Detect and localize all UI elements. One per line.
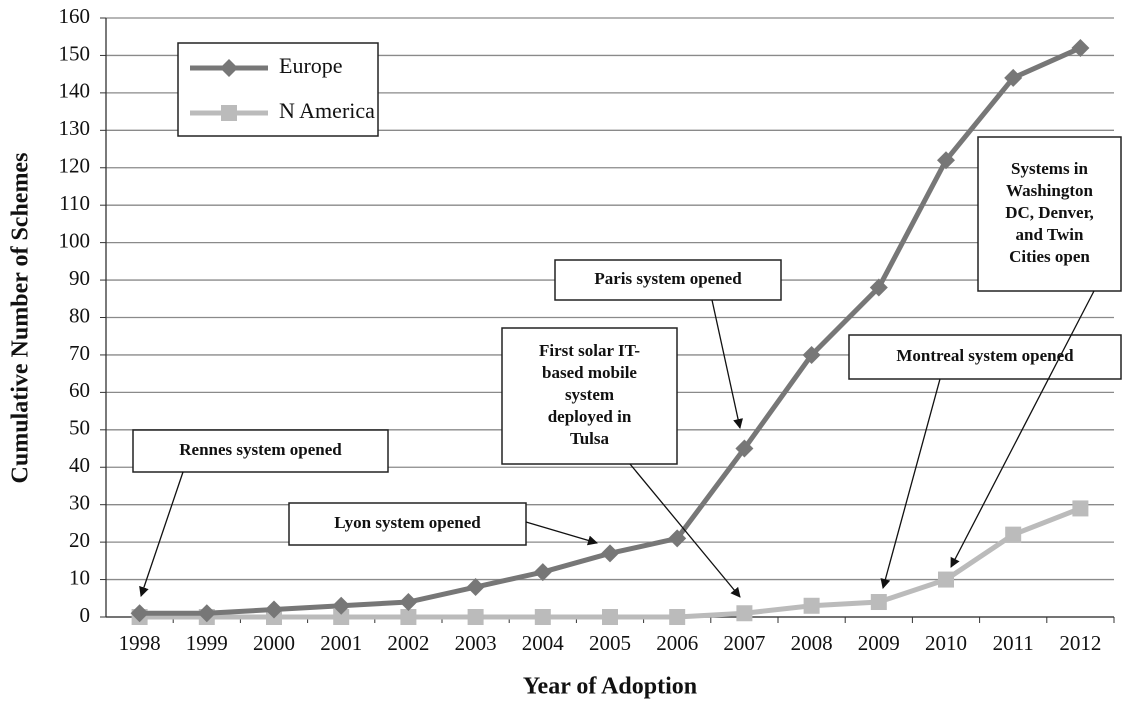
point	[602, 609, 618, 625]
point	[332, 596, 351, 615]
annotation-arrow	[629, 463, 741, 598]
annotation-arrow	[950, 290, 1095, 568]
y-tick-label: 140	[59, 79, 91, 103]
annotation-text: Rennes system opened	[179, 440, 342, 459]
y-tick-label: 70	[69, 341, 90, 365]
x-tick-label: 2012	[1059, 631, 1101, 655]
annotation-text: and Twin	[1016, 225, 1084, 244]
point	[1005, 526, 1022, 543]
y-tick-label: 80	[69, 303, 90, 327]
legend-marker	[220, 59, 238, 77]
x-tick-label: 1999	[186, 631, 228, 655]
legend-label: N America	[279, 98, 375, 123]
x-tick-label: 2001	[320, 631, 362, 655]
x-tick-label: 2010	[925, 631, 967, 655]
x-tick-label: 2005	[589, 631, 631, 655]
x-tick-label: 2006	[656, 631, 698, 655]
annotation-text: DC, Denver,	[1005, 203, 1094, 222]
legend-box	[177, 42, 379, 137]
annotation-text: Montreal system opened	[896, 346, 1074, 365]
point	[1072, 500, 1089, 517]
point	[130, 604, 149, 623]
annotation-text: based mobile	[542, 363, 637, 382]
x-tick-label: 2009	[858, 631, 900, 655]
annotation-box	[848, 334, 1122, 380]
annotation-box	[977, 136, 1122, 292]
y-axis-label: Cumulative Number of Schemes	[8, 153, 34, 484]
x-tick-label: 2004	[522, 631, 565, 655]
x-axis-label: Year of Adoption	[523, 674, 697, 700]
point	[870, 594, 887, 611]
y-tick-label: 160	[59, 4, 91, 28]
x-tick-label: 1998	[119, 631, 161, 655]
annotation-text: Paris system opened	[594, 269, 742, 288]
point	[265, 600, 283, 619]
legend-label: Europe	[279, 53, 343, 78]
x-tick-label: 2000	[253, 631, 295, 655]
point	[937, 151, 955, 170]
annotation-text: Systems in	[1011, 159, 1089, 178]
annotation-arrow	[711, 299, 743, 429]
point	[533, 563, 552, 582]
x-tick-label: 2011	[993, 631, 1034, 655]
y-tick-label: 40	[69, 453, 90, 477]
y-tick-label: 110	[59, 191, 90, 215]
x-tick-label: 2002	[387, 631, 429, 655]
x-tick-label: 2007	[723, 631, 765, 655]
y-tick-label: 10	[69, 565, 90, 589]
y-tick-label: 120	[59, 154, 91, 178]
annotation-box	[288, 502, 527, 546]
annotation-box	[132, 429, 389, 473]
y-tick-label: 20	[69, 528, 90, 552]
y-tick-label: 60	[69, 378, 90, 402]
y-tick-label: 90	[69, 266, 90, 290]
point	[399, 593, 418, 612]
point	[400, 609, 417, 625]
annotation-arrow	[880, 378, 941, 589]
point	[601, 544, 619, 563]
point	[534, 609, 551, 625]
point	[735, 439, 754, 458]
point	[668, 529, 687, 548]
annotation-text: system	[565, 385, 614, 404]
legend-marker	[221, 105, 237, 121]
point	[869, 278, 888, 297]
point	[333, 609, 350, 625]
point	[938, 571, 954, 588]
y-tick-label: 50	[69, 416, 90, 440]
x-tick-label: 2003	[455, 631, 497, 655]
y-tick-label: 30	[69, 491, 90, 515]
point	[736, 605, 753, 622]
annotation-arrow	[525, 521, 598, 546]
annotation-text: Washington	[1006, 181, 1093, 200]
annotation-arrow	[139, 471, 184, 597]
annotation-text: Cities open	[1009, 247, 1090, 266]
point	[1071, 38, 1090, 57]
point	[1004, 68, 1023, 87]
point	[803, 597, 820, 614]
y-tick-label: 130	[59, 116, 91, 140]
annotation-text: First solar IT-	[539, 341, 640, 360]
point	[466, 578, 485, 597]
annotation-text: deployed in	[548, 407, 632, 426]
annotation-text: Lyon system opened	[334, 513, 481, 532]
annotation-text: Tulsa	[570, 429, 610, 448]
x-tick-label: 2008	[791, 631, 833, 655]
point	[467, 609, 484, 625]
y-tick-label: 150	[59, 41, 91, 65]
series-line	[139, 506, 1082, 620]
annotation-box	[501, 327, 678, 465]
y-tick-label: 0	[80, 603, 91, 627]
point	[669, 609, 686, 625]
y-tick-label: 100	[59, 228, 91, 252]
annotation-box	[554, 259, 782, 301]
point	[197, 604, 216, 623]
point	[802, 345, 821, 364]
